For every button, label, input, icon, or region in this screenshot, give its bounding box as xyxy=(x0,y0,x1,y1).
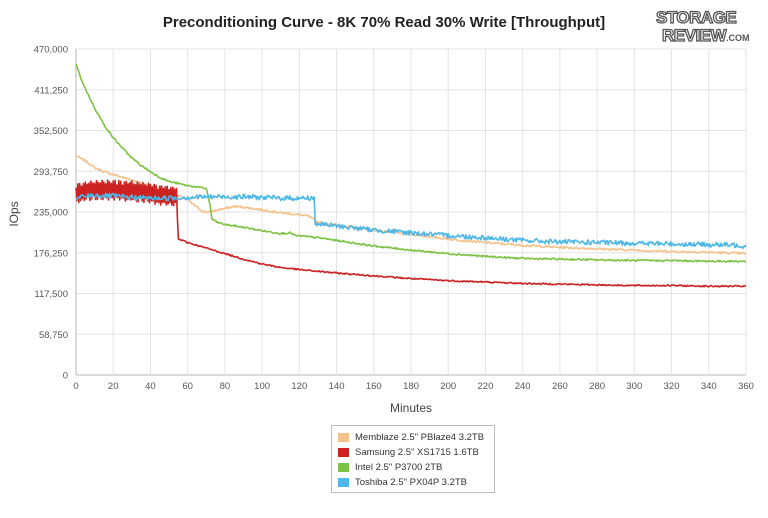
legend-swatch xyxy=(338,478,349,487)
x-axis-label: Minutes xyxy=(390,401,432,415)
y-axis-label: IOps xyxy=(7,201,21,226)
logo-line1: STORAGE xyxy=(656,8,736,27)
x-tick-label: 160 xyxy=(366,381,382,392)
y-tick-label: 352,500 xyxy=(34,126,68,137)
x-tick-label: 320 xyxy=(664,381,680,392)
x-tick-label: 60 xyxy=(182,381,193,392)
y-tick-label: 411,250 xyxy=(34,85,68,96)
tick-labels: 0 58,750 117,500 176,250 235,000 293,750 352,5… xyxy=(34,45,754,393)
legend-item: Samsung 2.5" XS1715 1.6TB xyxy=(338,445,488,460)
legend-label: Intel 2.5" P3700 2TB xyxy=(355,462,443,473)
x-tick-label: 20 xyxy=(108,381,119,392)
legend-swatch xyxy=(338,433,349,442)
legend-label: Memblaze 2.5" PBlaze4 3.2TB xyxy=(355,432,485,443)
legend-label: Samsung 2.5" XS1715 1.6TB xyxy=(355,447,479,458)
x-tick-label: 220 xyxy=(478,381,494,392)
y-tick-label: 0 xyxy=(63,371,68,382)
legend-item: Memblaze 2.5" PBlaze4 3.2TB xyxy=(338,430,488,445)
x-tick-label: 80 xyxy=(220,381,231,392)
series-layer xyxy=(75,63,747,288)
x-tick-label: 40 xyxy=(145,381,156,392)
series-line-3 xyxy=(75,192,747,249)
legend-item: Intel 2.5" P3700 2TB xyxy=(338,460,488,475)
chart-title: Preconditioning Curve - 8K 70% Read 30% … xyxy=(162,14,606,31)
x-tick-label: 360 xyxy=(738,381,754,392)
x-tick-label: 260 xyxy=(552,381,568,392)
x-tick-label: 280 xyxy=(589,381,605,392)
y-tick-label: 470,000 xyxy=(34,45,68,56)
x-tick-label: 300 xyxy=(626,381,642,392)
x-tick-label: 120 xyxy=(291,381,307,392)
x-tick-label: 200 xyxy=(440,381,456,392)
x-tick-label: 240 xyxy=(515,381,531,392)
x-tick-label: 180 xyxy=(403,381,419,392)
y-tick-label: 235,000 xyxy=(34,208,68,219)
legend-label: Toshiba 2.5" PX04P 3.2TB xyxy=(355,477,467,488)
y-tick-label: 293,750 xyxy=(34,167,68,178)
legend-item: Toshiba 2.5" PX04P 3.2TB xyxy=(338,475,488,490)
x-tick-label: 0 xyxy=(73,381,78,392)
logo-suffix: .COM xyxy=(726,33,750,43)
legend-swatch xyxy=(338,448,349,457)
series-line-2 xyxy=(75,63,747,263)
y-tick-label: 176,250 xyxy=(34,248,68,259)
chart-legend: Memblaze 2.5" PBlaze4 3.2TB Samsung 2.5" … xyxy=(331,425,495,493)
legend-swatch xyxy=(338,463,349,472)
x-tick-label: 100 xyxy=(254,381,270,392)
storagereview-logo: STORAGE REVIEW .COM xyxy=(655,7,750,45)
x-tick-label: 140 xyxy=(329,381,345,392)
y-tick-label: 58,750 xyxy=(39,330,68,341)
grid-layer xyxy=(75,48,747,376)
logo-line2: REVIEW xyxy=(662,26,728,45)
series-line-1 xyxy=(75,179,747,288)
x-tick-label: 340 xyxy=(701,381,717,392)
y-tick-label: 117,500 xyxy=(34,289,68,300)
